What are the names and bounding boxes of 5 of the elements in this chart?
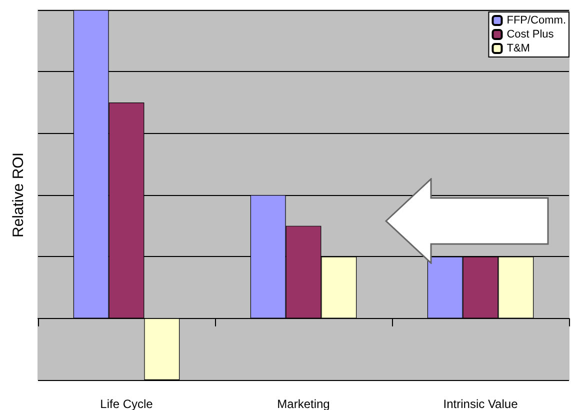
legend-label: Cost Plus [506, 28, 554, 40]
y-axis-title: Relative ROI [10, 152, 27, 238]
x-tick-label: Intrinsic Value [443, 397, 518, 410]
legend-label: T&M [506, 42, 530, 54]
legend-label: FFP/Comm. [506, 14, 566, 26]
